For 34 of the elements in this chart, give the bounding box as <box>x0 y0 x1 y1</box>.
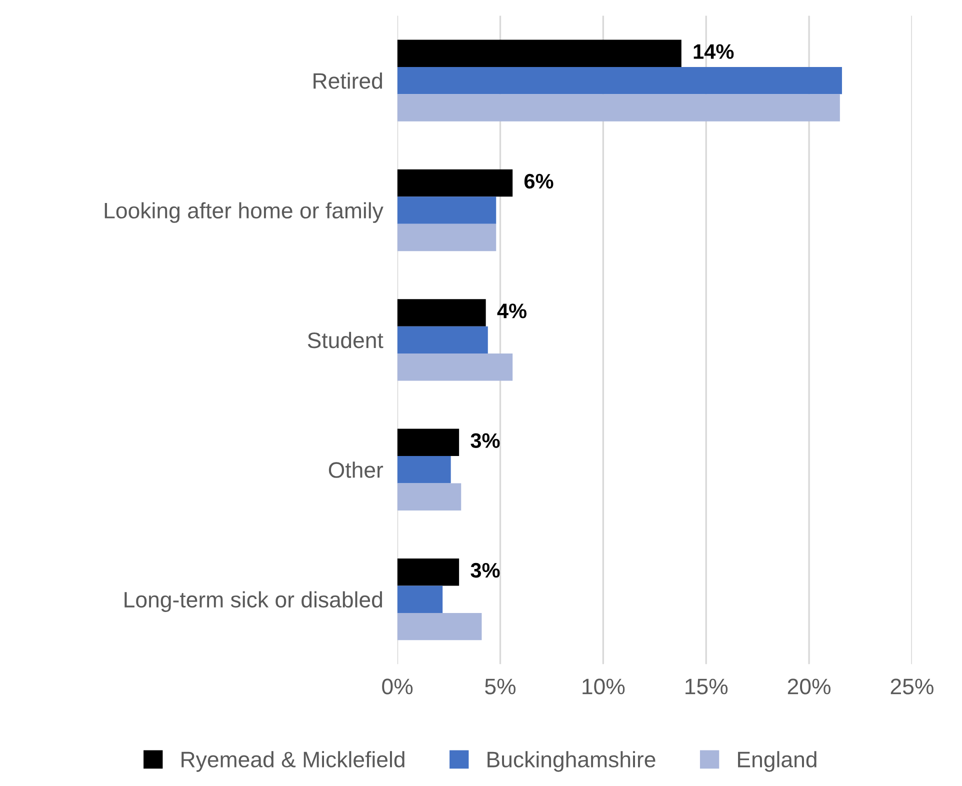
bar <box>397 40 682 67</box>
x-tick-label: 20% <box>788 678 830 694</box>
x-tick-label: 15% <box>686 678 728 694</box>
bar <box>397 586 443 613</box>
data-label: 3% <box>470 433 500 448</box>
bar <box>397 428 460 456</box>
y-tick-label: Student <box>308 332 384 348</box>
bar <box>397 354 513 381</box>
bar <box>397 612 482 640</box>
legend-label: Buckinghamshire <box>488 751 656 772</box>
data-label: 6% <box>524 174 554 189</box>
y-tick-label: Long-term sick or disabled <box>124 591 382 612</box>
y-tick-label: Other <box>328 462 384 478</box>
bar <box>397 483 462 510</box>
x-tick-label: 10% <box>582 678 625 694</box>
data-label: 14% <box>694 44 734 59</box>
legend-label: England <box>738 751 816 772</box>
bar <box>397 558 460 586</box>
data-label: 3% <box>470 562 500 578</box>
bar <box>397 66 842 94</box>
bar <box>397 326 488 354</box>
bar <box>397 196 496 224</box>
data-label: 4% <box>497 304 526 318</box>
bar <box>397 169 513 197</box>
bar <box>397 94 840 122</box>
x-tick-label: 25% <box>890 678 934 694</box>
bar <box>397 224 496 252</box>
y-tick-label: Looking after home or family <box>104 202 384 223</box>
bar <box>397 299 486 326</box>
legend-label: Ryemead & Micklefield <box>182 751 404 772</box>
x-tick-label: 5% <box>485 678 516 694</box>
y-tick-label: Retired <box>314 72 382 89</box>
bar <box>397 456 451 484</box>
x-tick-label: 0% <box>382 678 413 694</box>
